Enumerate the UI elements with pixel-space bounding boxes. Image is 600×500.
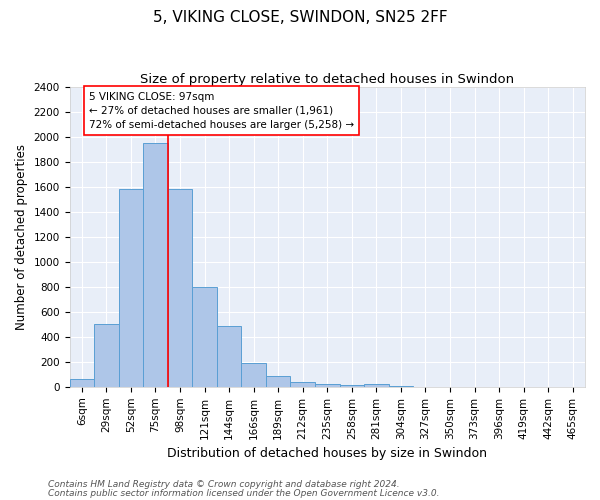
X-axis label: Distribution of detached houses by size in Swindon: Distribution of detached houses by size … — [167, 447, 487, 460]
Text: 5, VIKING CLOSE, SWINDON, SN25 2FF: 5, VIKING CLOSE, SWINDON, SN25 2FF — [152, 10, 448, 25]
Text: Contains public sector information licensed under the Open Government Licence v3: Contains public sector information licen… — [48, 488, 439, 498]
Bar — [217, 326, 241, 387]
Bar — [192, 287, 217, 387]
Y-axis label: Number of detached properties: Number of detached properties — [15, 144, 28, 330]
Bar — [168, 189, 192, 387]
Bar — [241, 363, 266, 387]
Bar — [119, 189, 143, 387]
Bar — [364, 384, 389, 387]
Bar — [389, 386, 413, 387]
Bar — [340, 385, 364, 387]
Text: 5 VIKING CLOSE: 97sqm
← 27% of detached houses are smaller (1,961)
72% of semi-d: 5 VIKING CLOSE: 97sqm ← 27% of detached … — [89, 92, 354, 130]
Text: Contains HM Land Registry data © Crown copyright and database right 2024.: Contains HM Land Registry data © Crown c… — [48, 480, 400, 489]
Title: Size of property relative to detached houses in Swindon: Size of property relative to detached ho… — [140, 72, 514, 86]
Bar — [143, 143, 168, 387]
Bar — [266, 376, 290, 387]
Bar — [70, 380, 94, 387]
Bar — [290, 382, 315, 387]
Bar — [94, 324, 119, 387]
Bar — [315, 384, 340, 387]
